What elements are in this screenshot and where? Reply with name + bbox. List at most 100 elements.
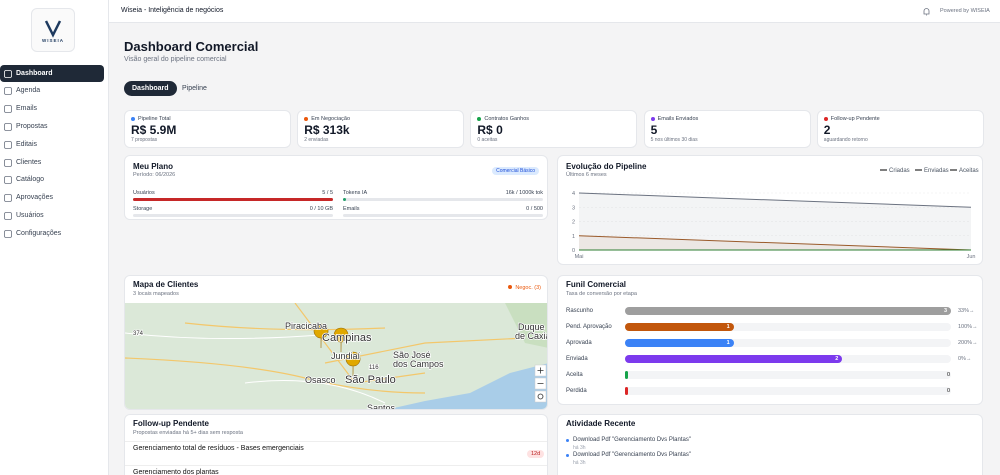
legend-label: Aceitas bbox=[959, 168, 979, 174]
card-title: Funil Comercial bbox=[566, 280, 627, 289]
activity-time: há 3h bbox=[573, 460, 586, 466]
nav-icon bbox=[4, 140, 12, 149]
nav-label: Dashboard bbox=[16, 69, 53, 77]
nav-icon bbox=[4, 69, 12, 78]
stage-value: 0 bbox=[947, 388, 951, 394]
nav-label: Emails bbox=[16, 105, 38, 113]
card-title: Mapa de Clientes bbox=[133, 280, 199, 289]
map-label: Piracicaba bbox=[285, 321, 327, 331]
topbar: Wiseia - Inteligência de negócios Powere… bbox=[109, 0, 1000, 23]
followup-title[interactable]: Gerenciamento total de resíduos - Bases … bbox=[133, 445, 304, 452]
legend-label: Enviadas bbox=[924, 168, 949, 174]
icon-shape bbox=[4, 158, 12, 167]
kpi-card: Em Negociação R$ 313k 2 enviadas bbox=[297, 110, 465, 148]
nav-icon bbox=[4, 87, 12, 96]
meter-text: 0 / 500 bbox=[526, 206, 543, 212]
nav-label: Clientes bbox=[16, 158, 42, 166]
stage-bar bbox=[625, 307, 951, 315]
bell-icon[interactable] bbox=[922, 7, 931, 16]
meter-label: Tokens IA bbox=[343, 190, 368, 196]
kpi-value: 5 bbox=[650, 123, 658, 137]
map-label: dos Campos bbox=[393, 359, 444, 369]
kpi-dot bbox=[823, 117, 828, 121]
icon-shape bbox=[4, 211, 12, 220]
card-title: Meu Plano bbox=[133, 162, 174, 171]
nav-icon bbox=[4, 229, 12, 238]
tab[interactable]: Pipeline bbox=[182, 85, 207, 92]
map-label: 374 bbox=[133, 331, 144, 337]
sidebar: WISEIA Dashboard Agenda Emails Propostas Edi… bbox=[0, 0, 109, 475]
chart-subtitle: Últimos 6 meses bbox=[566, 172, 607, 178]
stage-value: 0 bbox=[947, 372, 951, 378]
nav-label: Catálogo bbox=[16, 176, 45, 184]
meter-text: 5 / 5 bbox=[322, 190, 333, 196]
nav-item[interactable]: Clientes bbox=[0, 154, 104, 171]
stage-bar bbox=[625, 339, 734, 347]
legend-label: Criadas bbox=[889, 168, 910, 174]
activity-card: Atividade Recente Download Pdf "Gerencia… bbox=[557, 414, 983, 475]
nav-item[interactable]: Catálogo bbox=[0, 172, 104, 189]
followup-badge: 12d bbox=[527, 450, 545, 458]
nav-item[interactable]: Dashboard bbox=[0, 65, 104, 82]
followup-title[interactable]: Gerenciamento dos plantas bbox=[133, 469, 219, 475]
stage-label: Aceita bbox=[566, 372, 583, 378]
map-label: de Caxias bbox=[515, 331, 548, 341]
followup-card: Follow-up Pendente Propostas enviadas há… bbox=[124, 414, 548, 475]
stage-value: 1 bbox=[726, 340, 730, 346]
icon-shape bbox=[4, 176, 12, 185]
nav-label: Configurações bbox=[16, 229, 62, 237]
nav-item[interactable]: Configurações bbox=[0, 225, 104, 242]
meter-fill bbox=[133, 198, 333, 201]
stage-track bbox=[625, 387, 951, 395]
y-tick-label: 1 bbox=[572, 234, 575, 240]
stage-bar bbox=[625, 387, 628, 395]
nav-item[interactable]: Emails bbox=[0, 101, 104, 118]
nav-icon bbox=[4, 122, 12, 131]
meter-text: 16k / 1000k tok bbox=[505, 190, 543, 196]
activity-text: Download Pdf "Gerenciamento Dvs Plantas" bbox=[573, 437, 691, 443]
logo-mark bbox=[44, 20, 62, 38]
icon-shape bbox=[4, 194, 12, 202]
nav-item[interactable]: Usuários bbox=[0, 207, 104, 224]
x-tick-label: Jun bbox=[967, 254, 976, 260]
line bbox=[578, 235, 972, 251]
map-card: Mapa de Clientes 3 locais mapeados Negoc… bbox=[124, 275, 548, 410]
stage-value: 3 bbox=[943, 308, 947, 314]
tab[interactable]: Dashboard bbox=[124, 81, 177, 96]
map-label: Osasco bbox=[305, 375, 336, 385]
nav-item[interactable]: Aprovações bbox=[0, 190, 104, 207]
stage-track bbox=[625, 339, 951, 347]
kpi-card: Emails Enviados 5 5 nos últimos 30 dias bbox=[643, 110, 811, 148]
kpi-dot bbox=[477, 117, 482, 121]
plan-badge: Comercial Básico bbox=[492, 167, 539, 175]
divider bbox=[125, 465, 547, 466]
nav-label: Propostas bbox=[16, 122, 48, 130]
meter-track bbox=[133, 214, 333, 217]
nav-item[interactable]: Propostas bbox=[0, 118, 104, 135]
nav-icon bbox=[4, 105, 12, 113]
icon-shape bbox=[4, 69, 12, 78]
nav-label: Aprovações bbox=[16, 194, 53, 202]
map-label: São José bbox=[393, 350, 431, 360]
card-subtitle: 3 locais mapeados bbox=[133, 291, 179, 297]
app-title: Wiseia - Inteligência de negócios bbox=[121, 7, 224, 14]
y-tick-label: 2 bbox=[572, 220, 575, 226]
card-subtitle: Período: 06/2026 bbox=[133, 172, 176, 178]
stage-conversion: 100%→ bbox=[958, 324, 978, 330]
y-tick-label: 4 bbox=[572, 191, 575, 197]
kpi-value: R$ 5.9M bbox=[131, 123, 177, 137]
zoom-controls[interactable] bbox=[534, 364, 547, 403]
logo[interactable]: WISEIA bbox=[31, 8, 75, 52]
line-chart: 0 1 2 3 4 Mai Jun Criadas Enviadas Aceitas bbox=[572, 168, 979, 260]
nav-item[interactable]: Agenda bbox=[0, 83, 104, 100]
stage-label: Enviada bbox=[566, 356, 588, 362]
stage-label: Perdida bbox=[566, 388, 587, 394]
meter-label: Emails bbox=[343, 206, 360, 212]
activity-text: Download Pdf "Gerenciamento Dvs Plantas" bbox=[573, 452, 691, 458]
card-subtitle: Taxa de conversão por etapa bbox=[566, 291, 637, 297]
page-title: Dashboard Comercial bbox=[124, 39, 259, 54]
nav-icon bbox=[4, 194, 12, 202]
nav-item[interactable]: Editais bbox=[0, 136, 104, 153]
kpi-value: 2 bbox=[823, 123, 831, 137]
